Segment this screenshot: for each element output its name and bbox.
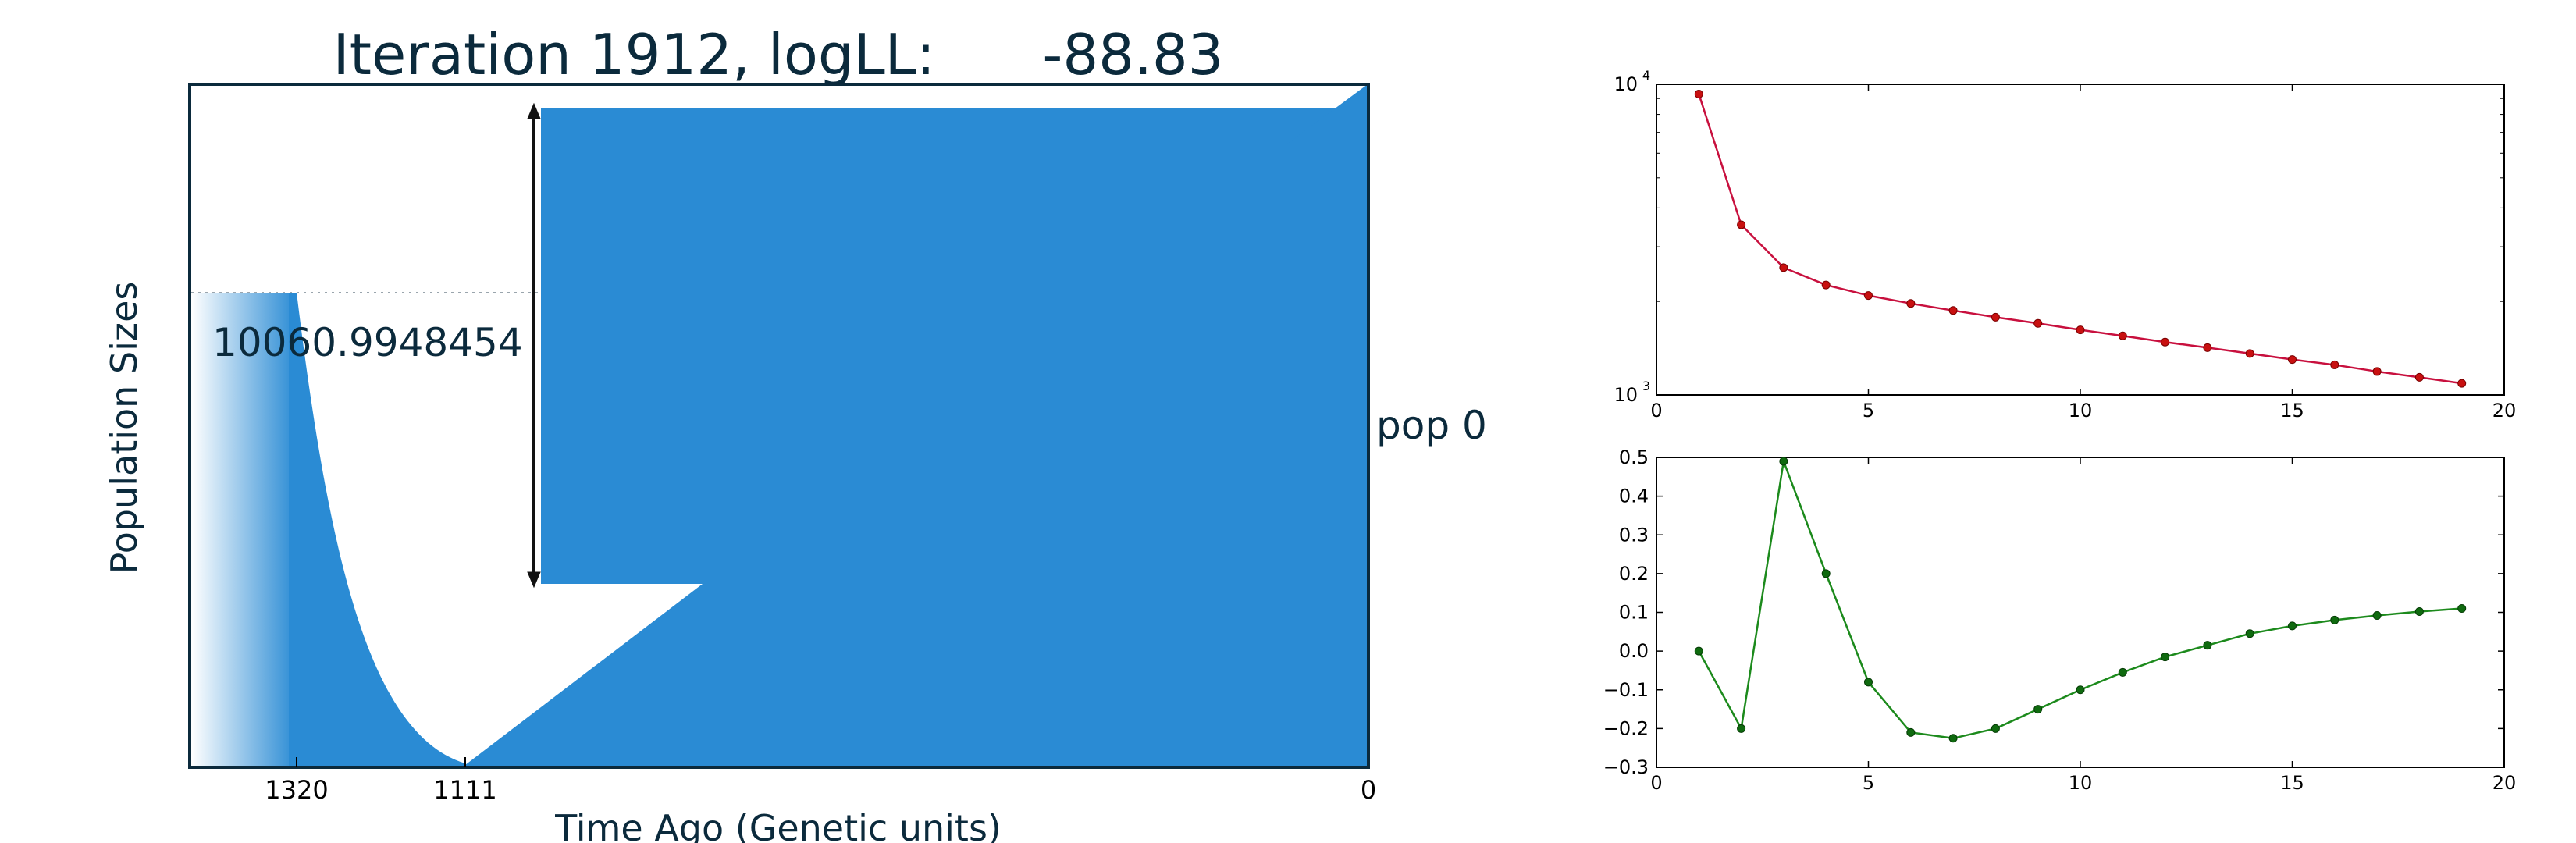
x-tick-label: 20 [2492,400,2517,422]
bottom-series-point [2414,607,2424,617]
bottom-series-point [2457,604,2467,614]
top-series-point [1991,312,2000,322]
y-axis-label: Population Sizes [103,282,145,574]
bottom-series-point [2203,641,2212,650]
top-series-point [1821,280,1831,290]
bottom-series-point [1821,569,1831,578]
top-series-point [1779,263,1788,272]
top-series-point [2245,349,2254,358]
bottom-series-point [2288,621,2297,631]
top-series-point [1737,220,1746,229]
x-tick-label: 5 [1863,400,1874,422]
bottom-series-point [2118,667,2127,677]
x-tick-label: 1111 [433,775,496,805]
bottom-series-point [2076,685,2085,695]
y-tick-label: 0.4 [1619,486,1649,507]
x-tick-label: 0 [1361,775,1376,805]
x-tick-label: 15 [2280,772,2304,794]
top-chart-frame [1656,84,2505,396]
y-tick-exponent: 4 [1642,68,1650,83]
y-tick-label: 10 [1614,384,1638,406]
bottom-series-point [2372,610,2382,620]
bottom-series-point [1737,724,1746,733]
x-tick-label: 20 [2492,772,2517,794]
current-population-block [541,108,1368,584]
y-tick-label: 0.3 [1619,524,1649,546]
y-tick-label: 0.0 [1619,640,1649,662]
ancestral-population-shape [289,293,465,767]
x-tick-label: 10 [2069,400,2093,422]
x-tick-label: 5 [1863,772,1874,794]
top-series-point [1948,306,1958,315]
top-series-point [2161,337,2170,347]
y-tick-label: −0.1 [1603,679,1649,701]
top-series-point [1694,90,1703,99]
population-size-label: 10060.9948454 [212,320,523,365]
size-arrow [527,102,541,589]
y-tick-label: 10 [1614,73,1638,95]
x-tick-label: 1320 [265,775,328,805]
top-series-point [2372,367,2382,376]
demography-panel: Iteration 1912, logLL: -88.83 10060.9948… [103,22,1487,843]
top-series-point [2288,355,2297,365]
bottom-series-point [1694,646,1703,656]
top-series-point [2076,325,2085,335]
top-series-point [2414,372,2424,382]
top-series-point [2033,318,2043,328]
bottom-series-point [2245,629,2254,638]
bottom-series-point [1906,727,1916,737]
bottom-series-point [2033,705,2043,714]
y-tick-label: −0.3 [1603,756,1649,778]
x-axis-label: Time Ago (Genetic units) [554,807,1002,843]
top-series-point [2330,360,2339,369]
bottom-series-point [1991,724,2000,733]
top-series-point [1864,291,1873,301]
chart-title: Iteration 1912, logLL: -88.83 [333,22,1224,87]
bottom-series-point [2161,653,2170,662]
bottom-series-point [1948,734,1958,743]
expansion-wedge [465,584,1368,767]
y-tick-label: −0.2 [1603,717,1649,739]
y-tick-label: 0.5 [1619,446,1649,468]
x-tick-label: 10 [2069,772,2093,794]
top-series-point [2457,379,2467,388]
bottom-series-point [1779,457,1788,466]
y-tick-label: 0.2 [1619,563,1649,585]
top-series-point [2203,343,2212,352]
x-tick-label: 0 [1650,400,1662,422]
top-right-wedge [1286,84,1368,144]
x-tick-label: 0 [1650,772,1662,794]
bottom-series-line [1698,457,2462,740]
y-tick-label: 0.1 [1619,602,1649,624]
pop-0-label: pop 0 [1376,403,1487,448]
bottom-series-point [2330,615,2339,624]
top-right-line-chart: 0 5 10 15 20 10 3 10 4 [1614,68,2516,422]
x-tick-label: 15 [2280,400,2304,422]
demography-frame [188,83,1370,769]
top-series-point [2118,331,2127,340]
bottom-right-line-chart: 0 5 10 15 20 −0.3 −0.2 −0.1 0.0 0.1 0.2 0.3 0.4 0.5 [1603,446,2517,794]
y-tick-exponent: 3 [1642,379,1650,393]
bottom-series-point [1864,678,1873,687]
ancestral-fade-region [191,293,297,767]
top-series-line [1698,94,2462,385]
top-series-point [1906,299,1916,308]
